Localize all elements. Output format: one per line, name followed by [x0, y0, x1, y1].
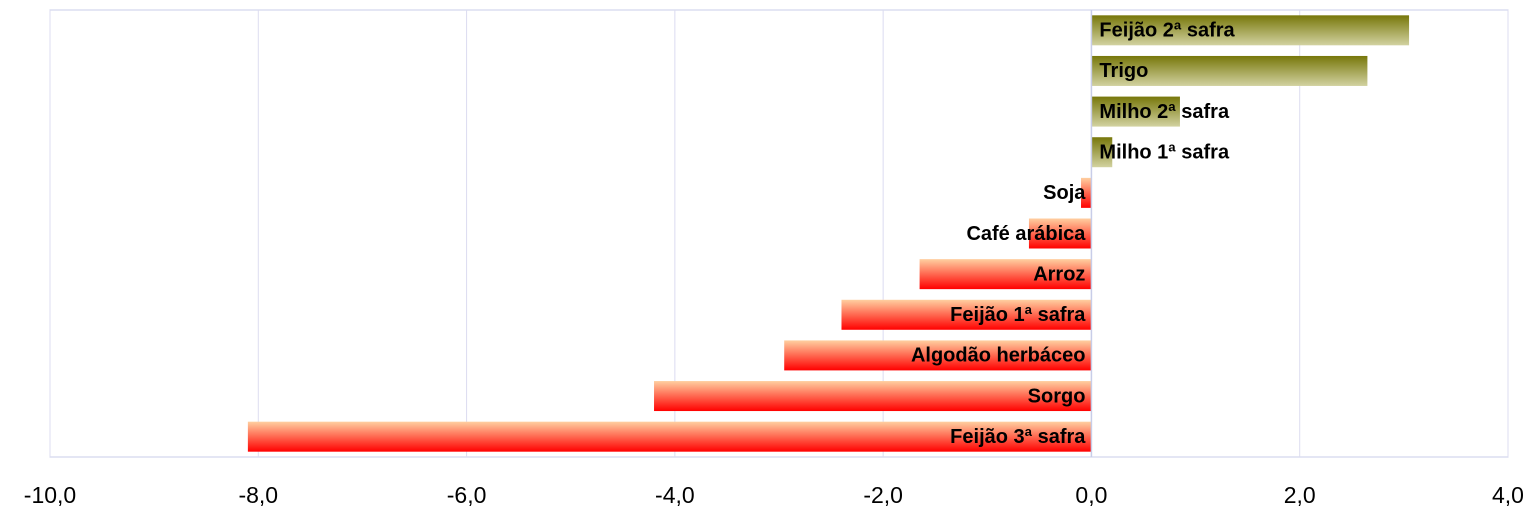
category-label: Algodão herbáceo — [911, 345, 1085, 367]
category-label: Feijão 3ª safra — [950, 426, 1086, 448]
x-tick-label: 0,0 — [1075, 482, 1107, 508]
category-label: Feijão 1ª safra — [950, 304, 1086, 326]
x-tick-label: -10,0 — [24, 482, 76, 508]
category-label: Trigo — [1099, 60, 1148, 82]
bar — [247, 421, 1092, 452]
bar — [1091, 55, 1368, 86]
x-tick-label: -8,0 — [238, 482, 278, 508]
bar — [1028, 218, 1092, 249]
x-tick-label: -6,0 — [447, 482, 487, 508]
x-tick-label: -2,0 — [863, 482, 903, 508]
category-label: Arroz — [1033, 263, 1085, 285]
bar — [1091, 96, 1180, 127]
bar — [784, 340, 1092, 371]
x-tick-label: 2,0 — [1284, 482, 1316, 508]
category-label: Milho 2ª safra — [1099, 101, 1230, 123]
bar — [1081, 177, 1092, 208]
bar — [841, 299, 1092, 330]
bar — [919, 259, 1092, 290]
category-label: Café arábica — [966, 223, 1086, 245]
bar — [654, 381, 1092, 412]
category-label: Milho 1ª safra — [1099, 142, 1230, 164]
x-tick-label: 4,0 — [1492, 482, 1524, 508]
category-label: Sorgo — [1028, 385, 1086, 407]
bar — [1091, 15, 1410, 46]
category-label: Soja — [1043, 182, 1086, 204]
bar — [1091, 137, 1113, 168]
x-tick-label: -4,0 — [655, 482, 695, 508]
category-label: Feijão 2ª safra — [1099, 20, 1235, 42]
